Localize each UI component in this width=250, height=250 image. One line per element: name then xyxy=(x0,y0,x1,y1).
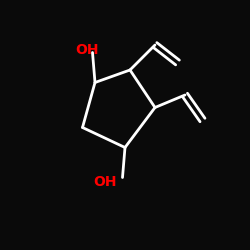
Text: OH: OH xyxy=(93,176,117,190)
Text: OH: OH xyxy=(76,43,99,57)
